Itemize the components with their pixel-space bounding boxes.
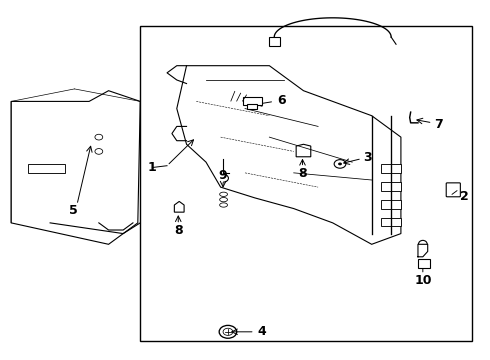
- Bar: [247, 104, 257, 109]
- Text: 9: 9: [219, 169, 227, 182]
- Bar: [381, 217, 401, 226]
- Bar: [381, 182, 401, 191]
- Bar: [140, 26, 471, 341]
- Text: 7: 7: [435, 118, 443, 131]
- Text: 3: 3: [364, 151, 372, 165]
- Bar: [270, 37, 280, 46]
- Text: 2: 2: [460, 190, 468, 203]
- Text: 5: 5: [69, 204, 78, 217]
- Text: 8: 8: [174, 224, 183, 237]
- Text: 6: 6: [277, 94, 286, 107]
- Text: 4: 4: [258, 325, 267, 338]
- FancyBboxPatch shape: [446, 183, 460, 197]
- Bar: [418, 258, 430, 267]
- Text: 8: 8: [298, 167, 307, 180]
- Bar: [381, 200, 401, 208]
- Text: 1: 1: [148, 161, 157, 174]
- Bar: [381, 164, 401, 173]
- Circle shape: [338, 162, 342, 165]
- Text: 10: 10: [414, 274, 432, 287]
- Bar: [243, 97, 262, 105]
